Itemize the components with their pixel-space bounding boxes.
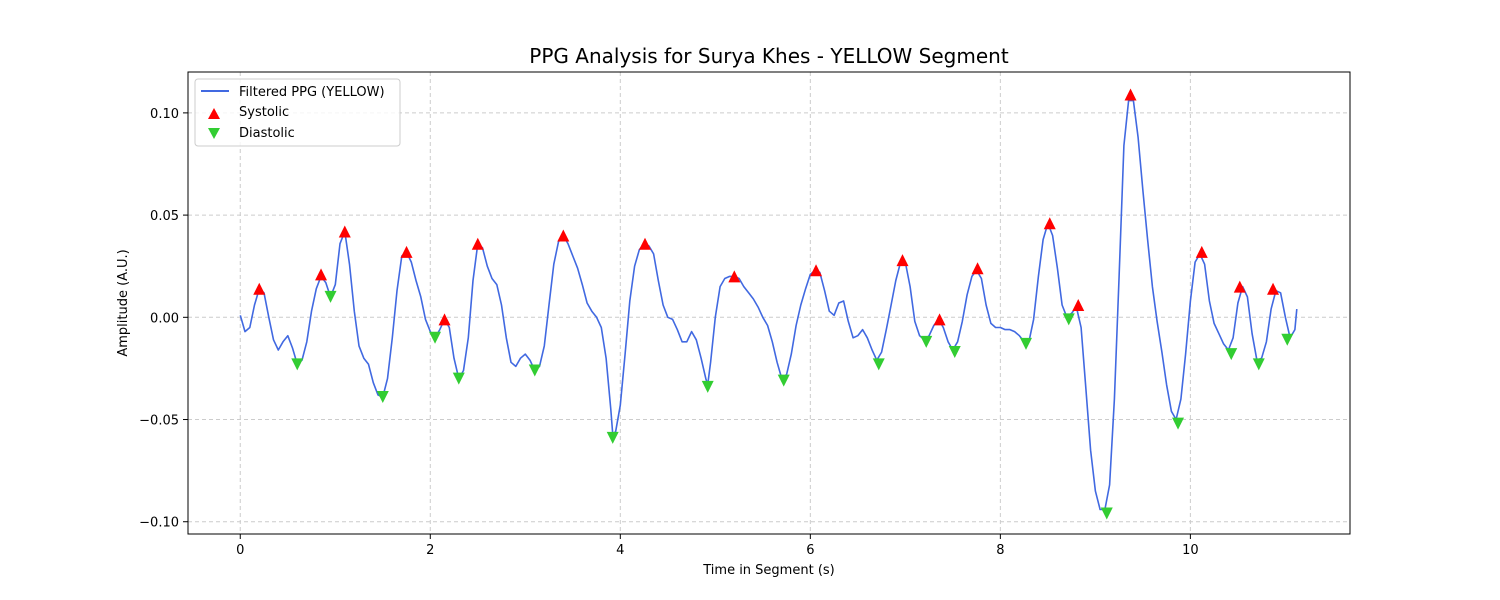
ppg-line bbox=[239, 99, 1298, 511]
y-tick-label: 0.00 bbox=[150, 311, 179, 326]
systolic-marker bbox=[933, 313, 946, 326]
diastolic-marker bbox=[920, 335, 933, 348]
systolic-marker bbox=[1233, 280, 1246, 293]
x-axis-label: Time in Segment (s) bbox=[702, 563, 834, 578]
legend-label-systolic: Systolic bbox=[239, 105, 289, 120]
diastolic-marker bbox=[376, 391, 389, 404]
legend: Filtered PPG (YELLOW) Systolic Diastolic bbox=[194, 78, 401, 147]
x-tick-label: 0 bbox=[236, 543, 244, 558]
diastolic-marker bbox=[1020, 337, 1033, 350]
marker-layer bbox=[253, 88, 1294, 520]
grid-lines bbox=[188, 72, 1350, 534]
diastolic-marker bbox=[701, 380, 714, 393]
y-tick-label: −0.05 bbox=[139, 414, 179, 429]
diastolic-marker bbox=[452, 372, 465, 385]
legend-systolic-marker bbox=[208, 108, 220, 119]
diastolic-marker bbox=[1172, 417, 1185, 430]
diastolic-marker bbox=[324, 290, 337, 303]
x-tick-label: 8 bbox=[996, 543, 1004, 558]
diastolic-marker bbox=[948, 346, 961, 359]
diastolic-marker bbox=[1252, 358, 1265, 371]
systolic-marker bbox=[557, 229, 570, 242]
systolic-marker bbox=[471, 237, 484, 250]
systolic-marker bbox=[896, 254, 909, 267]
diastolic-marker bbox=[1062, 313, 1075, 326]
x-tick-label: 6 bbox=[806, 543, 814, 558]
systolic-marker bbox=[810, 264, 823, 277]
systolic-marker bbox=[728, 270, 741, 283]
y-axis-label: Amplitude (A.U.) bbox=[116, 249, 131, 356]
x-tick-label: 4 bbox=[616, 543, 624, 558]
chart-title: PPG Analysis for Surya Khes - YELLOW Seg… bbox=[529, 44, 1009, 68]
systolic-marker bbox=[1124, 88, 1137, 101]
legend-label-diastolic: Diastolic bbox=[239, 126, 295, 141]
x-tick-label: 10 bbox=[1182, 543, 1199, 558]
systolic-marker bbox=[438, 313, 451, 326]
systolic-marker bbox=[1195, 245, 1208, 258]
systolic-marker bbox=[400, 245, 413, 258]
systolic-marker bbox=[1072, 299, 1085, 312]
y-tick-label: 0.05 bbox=[150, 209, 179, 224]
systolic-marker bbox=[315, 268, 328, 281]
systolic-marker bbox=[338, 225, 351, 238]
diastolic-marker bbox=[1100, 507, 1113, 520]
systolic-marker bbox=[1267, 282, 1280, 295]
systolic-marker bbox=[971, 262, 984, 275]
systolic-marker bbox=[253, 282, 266, 295]
y-tick-label: 0.10 bbox=[150, 107, 179, 122]
legend-label-filtered: Filtered PPG (YELLOW) bbox=[239, 85, 385, 100]
diastolic-marker bbox=[528, 364, 541, 377]
y-tick-label: −0.10 bbox=[139, 516, 179, 531]
systolic-marker bbox=[639, 237, 652, 250]
diastolic-marker bbox=[777, 374, 790, 387]
legend-diastolic-marker bbox=[208, 128, 220, 139]
diastolic-marker bbox=[872, 358, 885, 371]
series-layer bbox=[239, 99, 1298, 511]
x-tick-label: 2 bbox=[426, 543, 434, 558]
diastolic-marker bbox=[1281, 333, 1294, 346]
diastolic-marker bbox=[291, 358, 304, 371]
plot-frame bbox=[187, 71, 1351, 535]
systolic-marker bbox=[1043, 217, 1056, 230]
legend-box bbox=[194, 78, 401, 147]
axis-layer: 0 2 4 6 8 10 −0.10 −0.05 0.00 0.05 0.10 bbox=[139, 107, 1198, 558]
diastolic-marker bbox=[429, 331, 442, 344]
diastolic-marker bbox=[606, 431, 619, 444]
diastolic-marker bbox=[1225, 348, 1238, 361]
